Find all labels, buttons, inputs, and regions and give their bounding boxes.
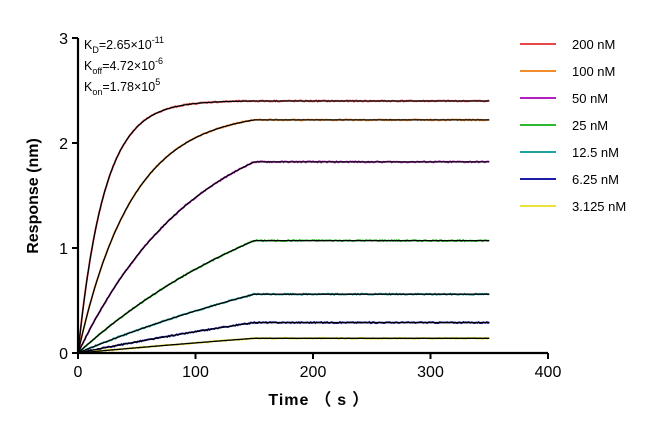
fit-line-1 [77, 119, 490, 354]
y-tick-label: 1 [59, 241, 68, 258]
legend-label: 25 nM [572, 118, 608, 133]
series-line-6 [77, 336, 490, 354]
x-tick-label: 400 [535, 364, 562, 381]
legend-label: 50 nM [572, 91, 608, 106]
series-line-1 [77, 118, 490, 354]
x-tick-label: 200 [300, 364, 327, 381]
legend-label: 200 nM [572, 37, 615, 52]
x-axis-ticks: 0 100 200 300 400 [74, 353, 562, 381]
fit-line-4 [77, 293, 490, 354]
y-axis-ticks: 0 1 2 3 [59, 31, 78, 363]
y-tick-label: 0 [59, 346, 68, 363]
legend: 200 nM 100 nM 50 nM 25 nM 12.5 nM 6.25 nM 3.12… [520, 37, 626, 214]
kinetic-constant: Kon=1.78×105 [84, 77, 160, 97]
x-tick-label: 100 [182, 364, 209, 381]
fit-line-0 [77, 100, 490, 354]
series-line-0 [77, 99, 490, 354]
fit-line-6 [77, 337, 490, 354]
legend-label: 3.125 nM [572, 199, 626, 214]
fit-line-3 [77, 240, 490, 354]
kinetic-constant: KD=2.65×10-11 [84, 35, 164, 55]
x-tick-label: 300 [417, 364, 444, 381]
plot-area [77, 99, 490, 354]
legend-label: 100 nM [572, 64, 615, 79]
kinetic-constant: Koff=4.72×10-6 [84, 56, 163, 76]
fit-line-5 [77, 321, 490, 354]
series-line-2 [77, 160, 490, 354]
legend-label: 6.25 nM [572, 172, 619, 187]
x-axis-title: Time （ s ） [268, 391, 369, 409]
x-tick-label: 0 [74, 364, 83, 381]
series-line-3 [77, 238, 490, 354]
fit-line-2 [77, 161, 490, 354]
y-tick-label: 3 [59, 31, 68, 48]
legend-label: 12.5 nM [572, 145, 619, 160]
y-tick-label: 2 [59, 136, 68, 153]
y-axis-title: Response (nm) [25, 138, 42, 254]
